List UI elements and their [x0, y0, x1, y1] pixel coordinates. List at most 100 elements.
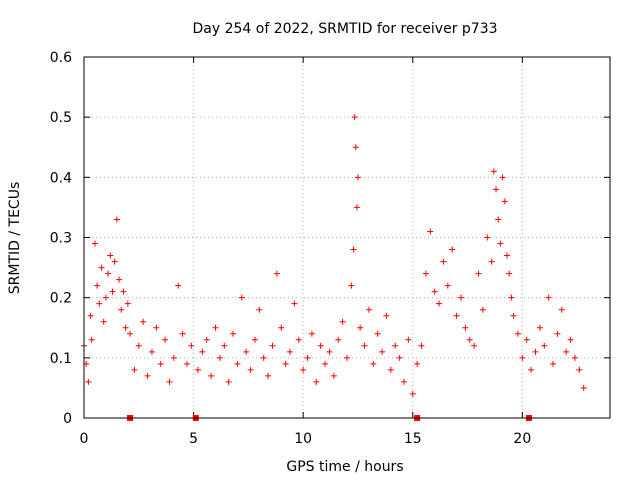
data-point [503, 252, 510, 259]
plot-frame [83, 56, 611, 419]
data-point [475, 270, 482, 277]
data-point [396, 354, 403, 361]
data-point [203, 336, 210, 343]
data-point [330, 372, 337, 379]
data-point [260, 354, 267, 361]
data-point [471, 342, 478, 349]
y-tick-label: 0 [63, 411, 72, 427]
data-point [221, 342, 228, 349]
data-point [514, 330, 521, 337]
data-point [225, 378, 232, 385]
data-point [199, 348, 206, 355]
y-tick-label: 0.2 [50, 291, 72, 307]
data-point [354, 174, 361, 181]
data-point [374, 330, 381, 337]
y-tick-label: 0.1 [50, 351, 72, 367]
data-point [208, 372, 215, 379]
data-point [238, 294, 245, 301]
y-tick-label: 0.5 [50, 110, 72, 126]
data-point [453, 312, 460, 319]
data-point [113, 216, 120, 223]
data-point [300, 366, 307, 373]
data-point [479, 306, 486, 313]
data-point [273, 270, 280, 277]
data-point [91, 240, 98, 247]
data-point [287, 348, 294, 355]
x-tick-label: 5 [189, 431, 198, 447]
data-point [427, 228, 434, 235]
data-point [536, 324, 543, 331]
data-point [351, 114, 358, 121]
data-point [87, 312, 94, 319]
data-point [558, 306, 565, 313]
data-point [519, 354, 526, 361]
data-point [188, 342, 195, 349]
y-tick-label: 0.4 [50, 170, 72, 186]
data-point [350, 246, 357, 253]
data-point [541, 342, 548, 349]
data-point [166, 378, 173, 385]
x-axis-label: GPS time / hours [286, 459, 403, 475]
data-point [484, 234, 491, 241]
data-point [322, 360, 329, 367]
data-points [81, 114, 587, 397]
data-point [365, 306, 372, 313]
data-point [317, 342, 324, 349]
data-point [571, 354, 578, 361]
data-point [361, 342, 368, 349]
data-point [153, 324, 160, 331]
data-point [436, 300, 443, 307]
data-point [567, 336, 574, 343]
data-point [105, 270, 112, 277]
data-point [107, 252, 114, 259]
x-tick-label: 10 [294, 431, 312, 447]
data-point [148, 348, 155, 355]
data-point [308, 330, 315, 337]
data-point [490, 168, 497, 175]
data-point [457, 294, 464, 301]
data-point [212, 324, 219, 331]
data-point [313, 378, 320, 385]
data-point [326, 348, 333, 355]
data-point [116, 276, 123, 283]
data-point [243, 348, 250, 355]
data-point [251, 336, 258, 343]
y-tick-label: 0.3 [50, 231, 72, 247]
data-point [466, 336, 473, 343]
data-point [495, 216, 502, 223]
data-point [124, 300, 131, 307]
data-point [506, 270, 513, 277]
data-point [230, 330, 237, 337]
data-point [131, 366, 138, 373]
data-point [499, 174, 506, 181]
data-point [497, 240, 504, 247]
data-point [100, 318, 107, 325]
data-point [109, 288, 116, 295]
data-point [418, 342, 425, 349]
data-point [135, 342, 142, 349]
data-point [370, 360, 377, 367]
axis-ticks: 0 0.1 0.2 0.3 0.4 0.5 0.6 0 5 10 15 20 [50, 50, 610, 447]
data-point [554, 330, 561, 337]
data-point [269, 342, 276, 349]
data-point [256, 306, 263, 313]
chart-title: Day 254 of 2022, SRMTID for receiver p73… [192, 21, 497, 37]
data-point [501, 198, 508, 205]
data-point [140, 318, 147, 325]
data-point [282, 360, 289, 367]
data-point [335, 336, 342, 343]
data-point [120, 288, 127, 295]
data-point [357, 324, 364, 331]
data-point [508, 294, 515, 301]
data-point [405, 336, 412, 343]
data-point [440, 258, 447, 265]
data-point [127, 330, 134, 337]
data-point [580, 384, 587, 391]
data-point [179, 330, 186, 337]
data-point [157, 360, 164, 367]
y-tick-label: 0.6 [50, 50, 72, 66]
data-point [85, 378, 92, 385]
data-point [462, 324, 469, 331]
data-point [162, 336, 169, 343]
